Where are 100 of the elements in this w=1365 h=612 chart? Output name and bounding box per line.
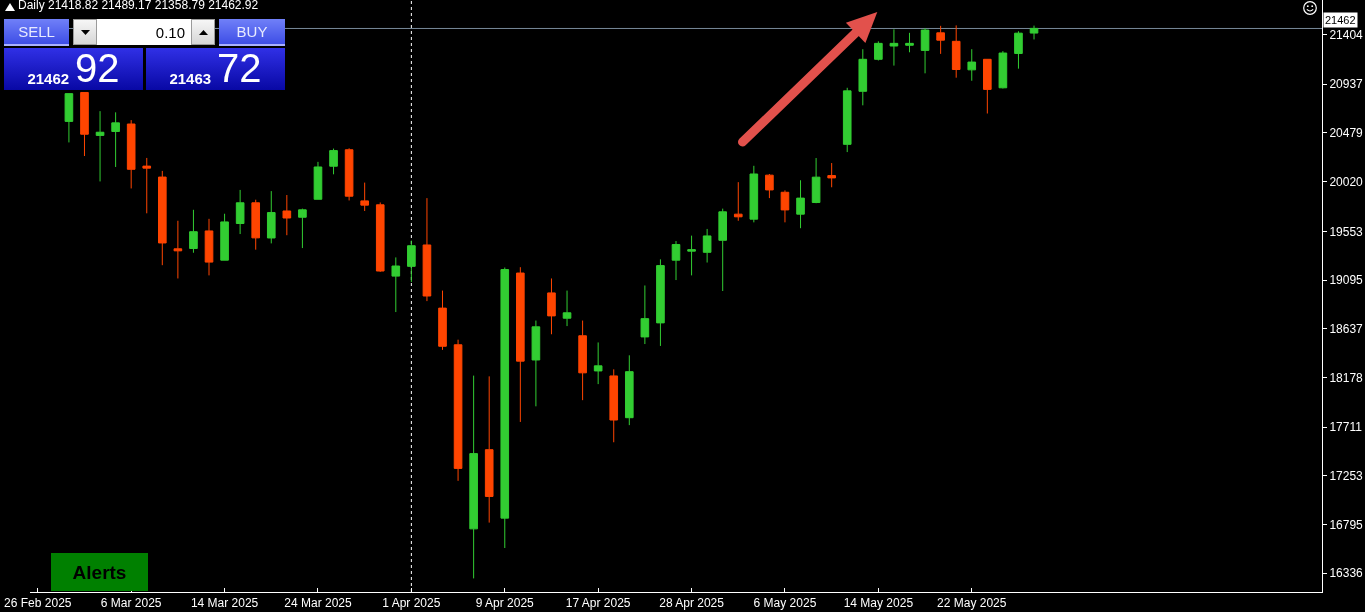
- candlestick: [391, 256, 401, 313]
- annotation: 21463: [169, 69, 212, 87]
- candlestick: [329, 148, 338, 175]
- candlestick: [266, 190, 276, 244]
- candlestick: [842, 87, 852, 153]
- x-tick-label: 6 Mar 2025: [100, 596, 162, 611]
- annotation: Alerts: [72, 561, 127, 583]
- candlestick: [640, 284, 650, 345]
- candlestick: [889, 28, 899, 67]
- candlestick: [453, 339, 463, 482]
- candlestick: [811, 157, 821, 204]
- candlestick: [578, 320, 587, 401]
- y-tick-label: 16336: [1329, 566, 1364, 581]
- candlestick: [983, 58, 992, 115]
- annotation: SELL: [18, 23, 55, 40]
- candlestick: [733, 181, 743, 222]
- y-tick-label: 20479: [1329, 126, 1364, 141]
- candlestick: [111, 111, 120, 168]
- y-tick-label: 18637: [1329, 321, 1364, 336]
- candlestick: [158, 170, 167, 266]
- sell-button: SELL: [4, 19, 69, 46]
- candlestick: [298, 208, 307, 249]
- candlestick: [64, 93, 74, 143]
- annotation: 0.10: [155, 23, 185, 41]
- y-tick-label: 19095: [1329, 273, 1364, 288]
- candlestick: [438, 290, 447, 351]
- candlestick: [142, 157, 152, 214]
- candlestick: [531, 320, 541, 407]
- candlestick: [547, 277, 556, 335]
- candlestick: [562, 290, 572, 327]
- candlestick: [656, 258, 665, 347]
- candlestick: [874, 40, 883, 61]
- candlestick: [189, 209, 198, 254]
- ask-price-box: 21463 72: [146, 48, 285, 90]
- candlestick: [593, 341, 603, 385]
- candlestick: [920, 27, 930, 74]
- candlestick: [313, 161, 323, 200]
- candlestick: [951, 24, 961, 79]
- candlestick: [80, 91, 89, 157]
- candlestick: [126, 119, 136, 189]
- alerts-button: Alerts: [51, 553, 148, 591]
- x-tick-label: 24 Mar 2025: [284, 596, 352, 611]
- candlestick: [344, 147, 354, 201]
- candlestick: [360, 182, 369, 212]
- candlestick: [967, 48, 977, 82]
- candlestick: [1029, 25, 1039, 40]
- candlestick: [1014, 30, 1023, 70]
- candlestick: [173, 220, 183, 279]
- x-tick-label: 28 Apr 2025: [659, 596, 725, 611]
- y-tick-label: 16795: [1329, 517, 1364, 532]
- candlestick: [422, 197, 432, 302]
- candlestick: [718, 208, 728, 292]
- buy-button: BUY: [219, 19, 285, 46]
- chart-title: Daily 21418.82 21489.17 21358.79 21462.92: [18, 0, 259, 13]
- candlestick: [375, 201, 385, 273]
- candlestick: [749, 165, 759, 223]
- annotation: 72: [217, 46, 262, 91]
- x-tick-label: 26 Feb 2025: [4, 596, 72, 611]
- candlestick: [998, 50, 1008, 90]
- candlestick: [95, 110, 105, 182]
- candlestick: [858, 48, 868, 106]
- candlestick: [220, 213, 229, 261]
- candlestick: [671, 240, 681, 281]
- y-tick-label: 19553: [1329, 224, 1364, 239]
- number-field: 0.10: [97, 19, 191, 45]
- y-tick-label: 17711: [1329, 420, 1363, 435]
- annotation: BUY: [236, 23, 268, 40]
- candlestick: [484, 375, 494, 524]
- x-tick-label: 22 May 2025: [937, 596, 1007, 611]
- candlestick: [204, 218, 214, 276]
- candlestick: [687, 235, 696, 276]
- y-tick-label: 17253: [1329, 469, 1364, 484]
- candlestick: [796, 179, 805, 229]
- x-tick-label: 14 Mar 2025: [190, 596, 259, 611]
- candlestick: [936, 25, 945, 55]
- candlestick: [282, 194, 292, 236]
- ref-line-label: 21462: [1325, 14, 1356, 26]
- candlestick: [702, 228, 712, 264]
- candlestick: [407, 240, 416, 283]
- y-tick-label: 20937: [1329, 77, 1364, 92]
- x-tick-label: 17 Apr 2025: [565, 596, 631, 611]
- candlestick: [516, 266, 525, 423]
- y-tick-label: 18178: [1329, 370, 1364, 385]
- candlestick: [500, 267, 510, 549]
- x-tick-label: 1 Apr 2025: [382, 596, 441, 611]
- candlestick: [780, 189, 790, 223]
- candlestick: [765, 173, 774, 199]
- annotation: 92: [75, 46, 120, 91]
- bid-price-box: 21462 92: [4, 48, 143, 90]
- candlestick: [905, 32, 914, 53]
- x-tick-label: 9 Apr 2025: [475, 596, 535, 611]
- y-tick-label: 20020: [1329, 174, 1364, 189]
- x-tick-label: 6 May 2025: [753, 596, 817, 611]
- candlestick: [469, 375, 478, 579]
- candlestick: [235, 189, 245, 235]
- x-tick-label: 14 May 2025: [843, 596, 914, 611]
- y-tick-label: 21404: [1329, 27, 1364, 42]
- candlestick: [609, 368, 619, 443]
- candlestick: [251, 199, 261, 251]
- candlestick: [624, 354, 634, 426]
